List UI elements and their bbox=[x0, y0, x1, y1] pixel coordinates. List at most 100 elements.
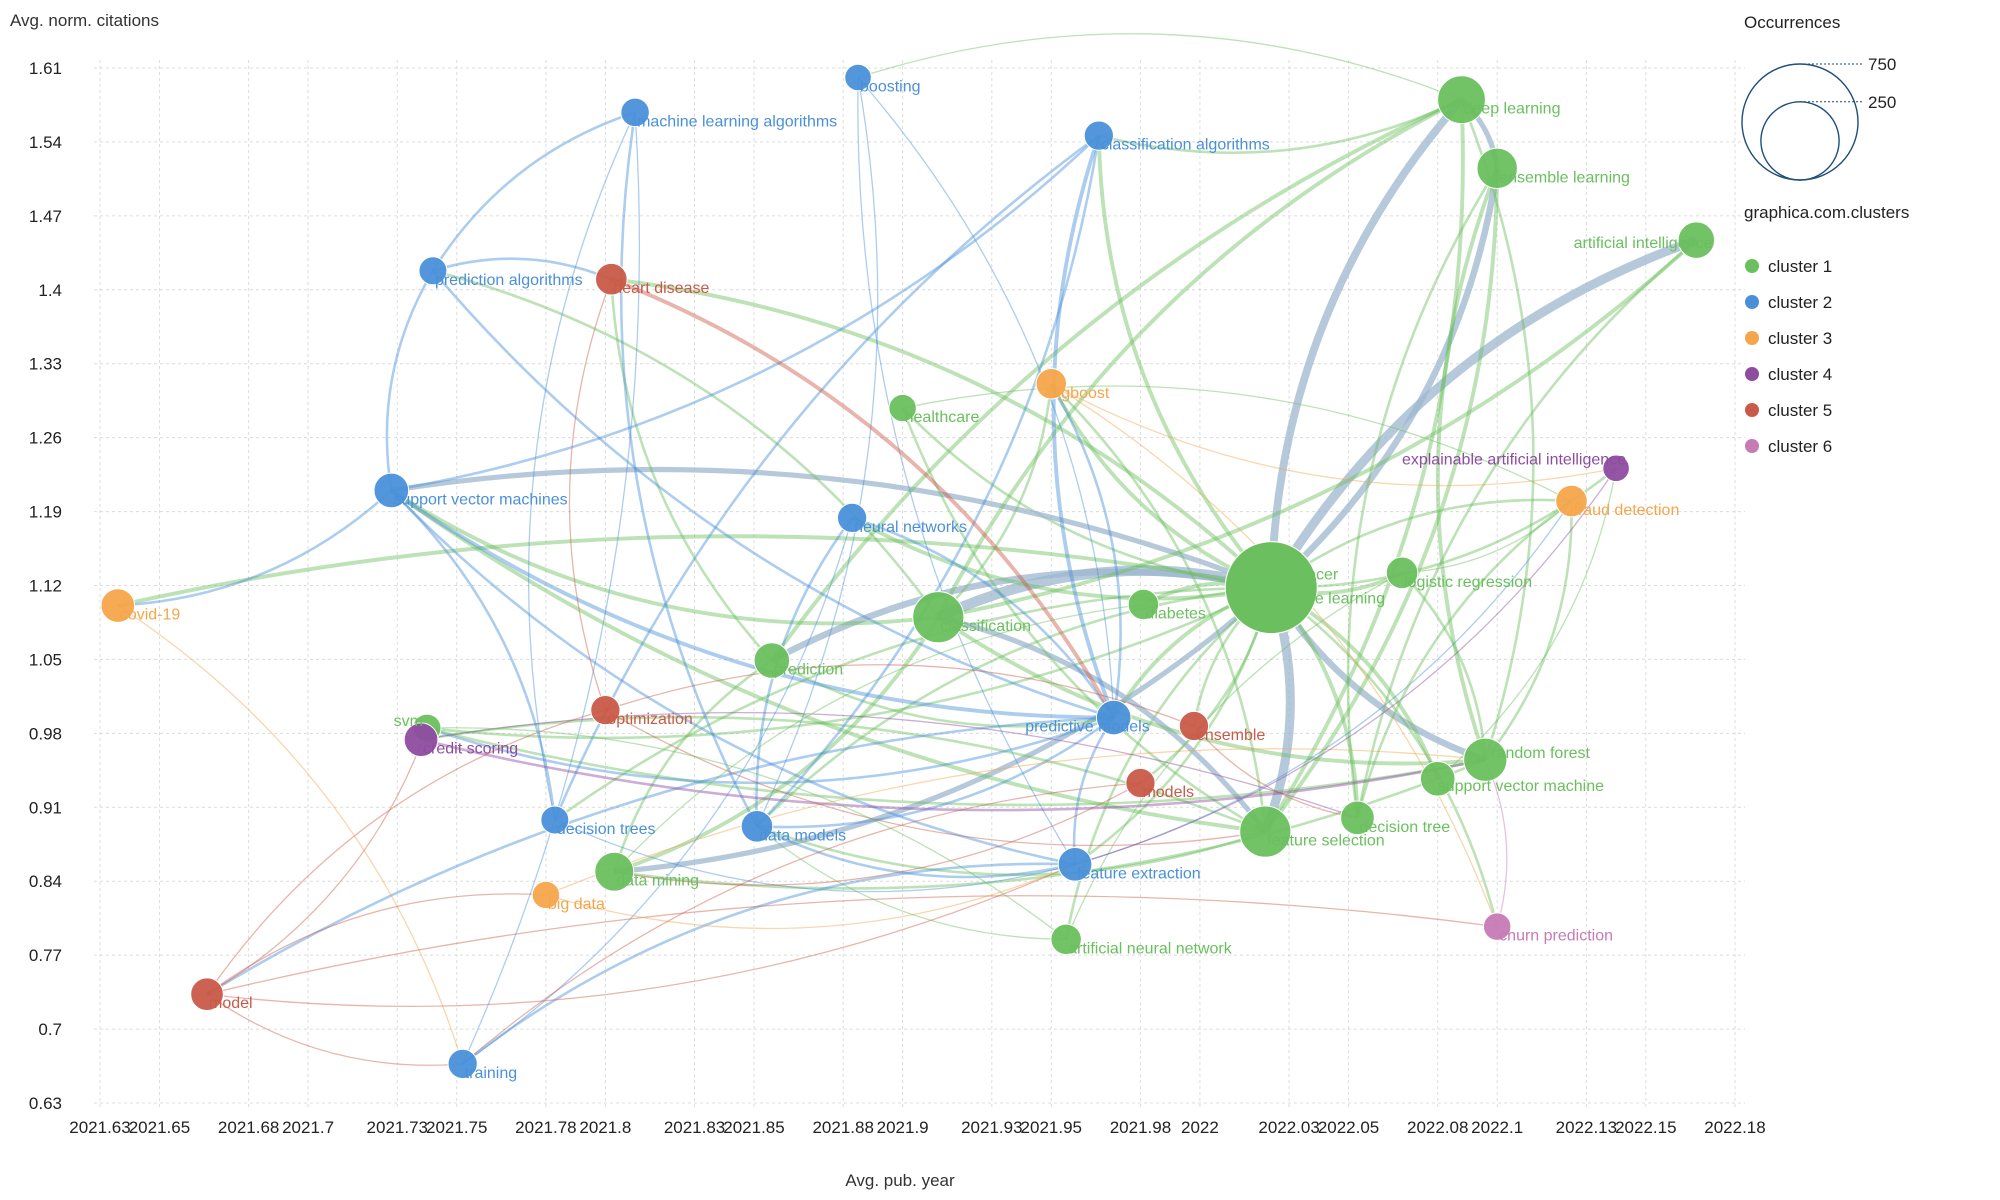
node-label: feature extraction bbox=[1077, 865, 1201, 882]
edge-link bbox=[117, 605, 464, 1065]
edge-link bbox=[426, 586, 1272, 740]
x-tick-label: 2022.13 bbox=[1556, 1118, 1617, 1137]
edge-link bbox=[431, 111, 636, 272]
edge-link bbox=[426, 726, 1486, 807]
label-layer: breast cancer machine learning deep learni… bbox=[120, 79, 1713, 1082]
edge-link bbox=[1460, 99, 1535, 761]
edge-link bbox=[206, 893, 546, 995]
y-tick-label: 1.05 bbox=[29, 650, 62, 669]
edge-link bbox=[426, 727, 1067, 940]
edge-link bbox=[756, 77, 879, 827]
edge-link bbox=[385, 270, 435, 491]
edge-link bbox=[851, 516, 1115, 719]
x-tick-label: 2021.95 bbox=[1021, 1118, 1082, 1137]
edge-link bbox=[390, 489, 557, 821]
node-label: feature selection bbox=[1267, 833, 1384, 850]
node-covid-19 bbox=[100, 588, 136, 623]
node-label: boosting bbox=[860, 79, 921, 96]
node-label: artificial neural network bbox=[1068, 940, 1233, 957]
node-label: decision tree bbox=[1359, 819, 1450, 836]
edge-link bbox=[1074, 467, 1617, 865]
edge-link bbox=[117, 489, 393, 607]
node-decision-tree bbox=[1340, 800, 1375, 836]
node-label: data mining bbox=[616, 873, 699, 890]
edge-link bbox=[1435, 167, 1500, 761]
x-tick-label: 2021.83 bbox=[664, 1118, 725, 1137]
edge-link bbox=[206, 863, 1076, 1008]
node-label: artificial intelligence bbox=[1574, 235, 1713, 252]
node-machine-learning-algorithms bbox=[620, 97, 650, 128]
node-ensemble-learning bbox=[1476, 147, 1518, 190]
node-label: explainable artificial intelligence bbox=[1402, 451, 1626, 468]
node-xgboost bbox=[1035, 368, 1068, 400]
edge-link bbox=[937, 614, 1268, 834]
edge-link bbox=[613, 659, 773, 873]
edge-link bbox=[756, 586, 1272, 828]
legend-item-label: cluster 2 bbox=[1768, 293, 1832, 312]
x-tick-label: 2021.7 bbox=[282, 1118, 334, 1137]
edge-link bbox=[554, 586, 1272, 822]
legend-swatch bbox=[1745, 259, 1759, 273]
node-boosting bbox=[844, 63, 872, 92]
edge-layer bbox=[117, 33, 1698, 1066]
node-data-models bbox=[740, 809, 774, 843]
x-tick-label: 2022.18 bbox=[1704, 1118, 1765, 1137]
y-tick-label: 0.77 bbox=[29, 946, 62, 965]
edge-link bbox=[432, 269, 940, 618]
edge-link bbox=[545, 863, 1076, 930]
edge-link bbox=[1356, 499, 1573, 819]
edge-link bbox=[1050, 382, 1267, 832]
node-label: models bbox=[1142, 784, 1194, 801]
x-tick-label: 2021.93 bbox=[961, 1118, 1022, 1137]
node-label: decision trees bbox=[557, 821, 656, 838]
edge-link bbox=[390, 488, 1114, 720]
size-legend-circle-large bbox=[1741, 63, 1859, 181]
x-tick-label: 2021.98 bbox=[1110, 1118, 1171, 1137]
node-label: machine learning bbox=[1263, 591, 1385, 608]
edge-link bbox=[1072, 716, 1115, 865]
edge-link bbox=[756, 825, 1067, 940]
edge-link bbox=[426, 716, 1115, 785]
node-label: support vector machines bbox=[393, 491, 567, 508]
edge-link bbox=[614, 782, 1141, 886]
node-optimization bbox=[590, 694, 621, 726]
size-legend-title: Occurrences bbox=[1744, 13, 1840, 32]
node-ensemble bbox=[1178, 710, 1210, 742]
node-label: ensemble learning bbox=[1499, 169, 1630, 186]
legend-item-label: cluster 4 bbox=[1768, 365, 1832, 384]
edge-link bbox=[1096, 135, 1273, 589]
node-label: fraud detection bbox=[1574, 502, 1680, 519]
edge-link bbox=[619, 112, 759, 827]
edge-link bbox=[1402, 500, 1572, 574]
node-data-mining bbox=[594, 851, 635, 892]
node-heart-disease bbox=[595, 262, 628, 296]
edge-link bbox=[420, 738, 1486, 812]
x-tick-label: 2022.03 bbox=[1258, 1118, 1319, 1137]
node-label: prediction algorithms bbox=[435, 272, 583, 289]
edge-link bbox=[1050, 383, 1498, 927]
legend-swatch bbox=[1745, 295, 1759, 309]
size-legend-label: 250 bbox=[1868, 93, 1896, 112]
edge-link bbox=[770, 97, 1463, 662]
edge-link bbox=[605, 709, 1266, 847]
edge-link bbox=[771, 659, 1114, 728]
edge-link bbox=[851, 516, 1272, 601]
legend-item-label: cluster 6 bbox=[1768, 437, 1832, 456]
edge-link bbox=[610, 277, 1116, 719]
node-label: covid-19 bbox=[120, 607, 181, 624]
node-predictive-models bbox=[1095, 699, 1132, 736]
size-legend-circle-small bbox=[1760, 101, 1840, 181]
edge-link bbox=[462, 782, 1141, 1065]
edge-link bbox=[1193, 725, 1358, 819]
node-logistic-regression bbox=[1385, 556, 1419, 590]
node-label: support vector machine bbox=[1438, 778, 1604, 795]
legend-swatch bbox=[1745, 331, 1759, 345]
node-feature-selection bbox=[1239, 805, 1292, 858]
edge-link bbox=[611, 277, 1273, 590]
x-tick-label: 2021.63 bbox=[69, 1118, 130, 1137]
node-artificial-intelligence bbox=[1677, 221, 1716, 259]
x-tick-label: 2022 bbox=[1181, 1118, 1219, 1137]
edge-link bbox=[461, 862, 1076, 1065]
edge-link bbox=[857, 33, 1462, 101]
